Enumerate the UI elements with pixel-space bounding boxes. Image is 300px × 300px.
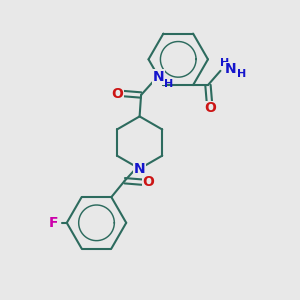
Text: F: F bbox=[49, 216, 59, 230]
Text: H: H bbox=[237, 69, 247, 80]
Text: N: N bbox=[225, 62, 237, 76]
Text: O: O bbox=[204, 101, 216, 115]
Text: O: O bbox=[142, 175, 154, 189]
Text: N: N bbox=[134, 162, 146, 176]
Text: H: H bbox=[164, 79, 174, 89]
Text: O: O bbox=[111, 86, 123, 100]
Text: N: N bbox=[153, 70, 164, 84]
Text: H: H bbox=[220, 58, 229, 68]
